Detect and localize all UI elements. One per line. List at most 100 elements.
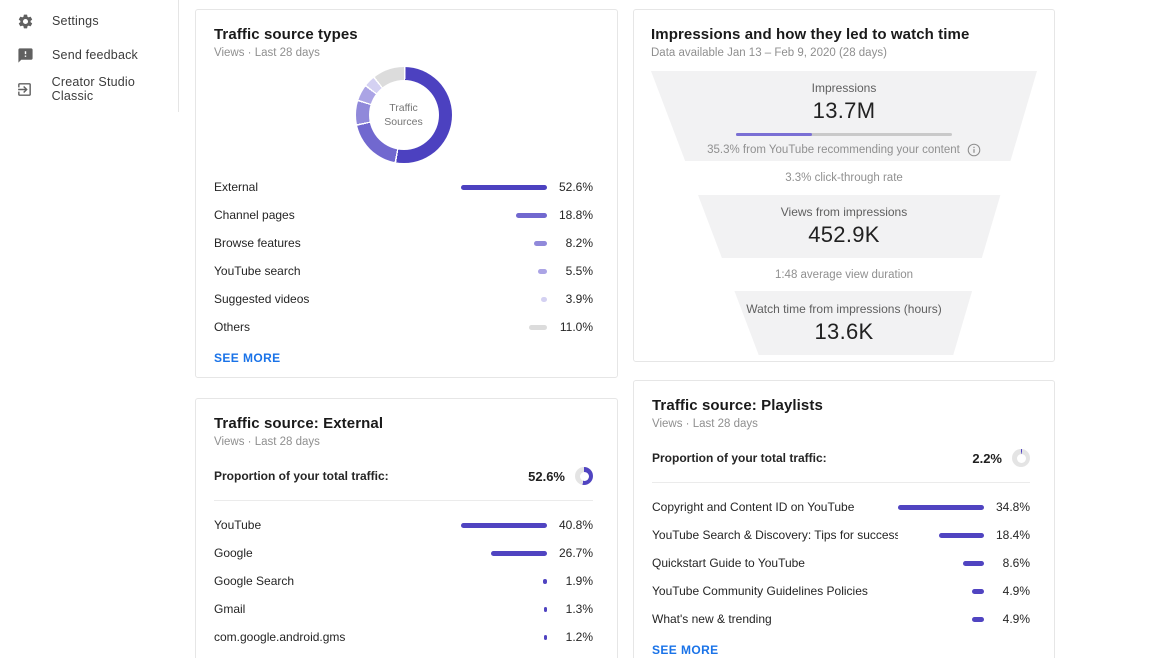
card-traffic-source-types: Traffic source types Views · Last 28 day… bbox=[195, 9, 618, 378]
proportion-label: Proportion of your total traffic: bbox=[652, 451, 827, 465]
card-impressions-funnel: Impressions and how they led to watch ti… bbox=[633, 9, 1055, 362]
recommend-progress-fill bbox=[736, 133, 813, 136]
traffic-row: External 52.6% bbox=[214, 173, 593, 201]
watch-time-value: 13.6K bbox=[814, 319, 874, 344]
sidebar-item-creator-studio-classic[interactable]: Creator Studio Classic bbox=[0, 72, 178, 106]
traffic-row: Gmail 1.3% bbox=[214, 595, 593, 623]
funnel-watch-time-band: Watch time from impressions (hours) 13.6… bbox=[651, 291, 1037, 355]
row-value: 5.5% bbox=[565, 264, 593, 278]
proportion-donut bbox=[1012, 449, 1030, 467]
proportion-row: Proportion of your total traffic: 2.2% bbox=[652, 448, 1030, 468]
donut-center-label: Traffic Sources bbox=[368, 80, 439, 150]
recommend-caption: 35.3% from YouTube recommending your con… bbox=[707, 143, 981, 157]
traffic-sources-donut-chart: Traffic Sources bbox=[355, 67, 452, 163]
sidebar-divider bbox=[178, 0, 179, 112]
traffic-row: Google 26.7% bbox=[214, 539, 593, 567]
impressions-value: 13.7M bbox=[812, 98, 876, 123]
divider bbox=[214, 500, 593, 501]
traffic-source-rows: External 52.6% Channel pages 18.8% Browse fe… bbox=[214, 173, 593, 341]
row-label: Google Search bbox=[214, 574, 295, 588]
row-label: com.google.android.gms bbox=[214, 630, 346, 644]
sidebar-item-label: Settings bbox=[52, 14, 99, 28]
recommend-progress-bar bbox=[736, 133, 952, 136]
traffic-source-rows: YouTube 40.8% Google 26.7% Google Search 1.9%… bbox=[214, 511, 593, 651]
row-value: 34.8% bbox=[995, 500, 1030, 514]
exit-icon bbox=[16, 80, 34, 98]
row-bar bbox=[898, 588, 984, 594]
row-label: What's new & trending bbox=[652, 612, 772, 626]
row-label: Others bbox=[214, 320, 251, 334]
traffic-row: Others 11.0% bbox=[214, 313, 593, 341]
traffic-row: YouTube Search & Discovery: Tips for suc… bbox=[652, 521, 1030, 549]
row-value: 4.9% bbox=[1002, 584, 1030, 598]
card-subtitle: Views · Last 28 days bbox=[652, 418, 758, 430]
row-label: External bbox=[214, 180, 259, 194]
sidebar: Settings Send feedback Creator Studio Cl… bbox=[0, 4, 178, 106]
row-bar bbox=[898, 504, 984, 510]
row-value: 18.4% bbox=[995, 528, 1030, 542]
row-value: 1.2% bbox=[565, 630, 593, 644]
gear-icon bbox=[16, 12, 34, 30]
row-value: 1.9% bbox=[565, 574, 593, 588]
row-bar bbox=[461, 296, 547, 302]
feedback-icon bbox=[16, 46, 34, 64]
row-bar bbox=[461, 212, 547, 218]
card-traffic-source-playlists: Traffic source: Playlists Views · Last 2… bbox=[633, 380, 1055, 658]
ctr-text: 3.3% click-through rate bbox=[785, 172, 903, 184]
traffic-row: com.google.android.gms 1.2% bbox=[214, 623, 593, 651]
card-title: Traffic source types bbox=[214, 26, 358, 43]
row-bar bbox=[461, 550, 547, 556]
views-value: 452.9K bbox=[808, 222, 880, 247]
traffic-row: Channel pages 18.8% bbox=[214, 201, 593, 229]
card-subtitle: Views · Last 28 days bbox=[214, 47, 320, 59]
sidebar-item-settings[interactable]: Settings bbox=[0, 4, 178, 38]
proportion-donut bbox=[575, 467, 593, 485]
row-value: 40.8% bbox=[558, 518, 593, 532]
traffic-row: Copyright and Content ID on YouTube 34.8% bbox=[652, 493, 1030, 521]
row-bar bbox=[461, 606, 547, 612]
card-title: Impressions and how they led to watch ti… bbox=[651, 26, 970, 43]
card-subtitle: Views · Last 28 days bbox=[214, 436, 320, 448]
card-title: Traffic source: External bbox=[214, 415, 384, 432]
sidebar-item-send-feedback[interactable]: Send feedback bbox=[0, 38, 178, 72]
watch-time-label: Watch time from impressions (hours) bbox=[746, 302, 942, 316]
see-more-link[interactable]: SEE MORE bbox=[652, 643, 719, 657]
card-traffic-source-external: Traffic source: External Views · Last 28… bbox=[195, 398, 618, 658]
traffic-row: YouTube 40.8% bbox=[214, 511, 593, 539]
impressions-funnel-chart: Impressions 13.7M 35.3% from YouTube rec… bbox=[651, 71, 1037, 355]
divider bbox=[652, 482, 1030, 483]
row-bar bbox=[898, 560, 984, 566]
impressions-label: Impressions bbox=[811, 81, 877, 95]
row-label: Copyright and Content ID on YouTube bbox=[652, 500, 855, 514]
row-bar bbox=[461, 240, 547, 246]
funnel-duration-band: 1:48 average view duration bbox=[651, 258, 1037, 291]
card-subtitle: Data available Jan 13 – Feb 9, 2020 (28 … bbox=[651, 47, 887, 59]
row-value: 3.9% bbox=[565, 292, 593, 306]
row-label: Channel pages bbox=[214, 208, 295, 222]
row-bar bbox=[898, 532, 984, 538]
card-title: Traffic source: Playlists bbox=[652, 397, 823, 414]
row-bar bbox=[461, 634, 547, 640]
row-value: 18.8% bbox=[558, 208, 593, 222]
row-label: YouTube bbox=[214, 518, 262, 532]
row-value: 52.6% bbox=[558, 180, 593, 194]
row-bar bbox=[461, 268, 547, 274]
traffic-row: Google Search 1.9% bbox=[214, 567, 593, 595]
row-value: 8.2% bbox=[565, 236, 593, 250]
traffic-row: Quickstart Guide to YouTube 8.6% bbox=[652, 549, 1030, 577]
row-bar bbox=[461, 578, 547, 584]
row-bar bbox=[898, 616, 984, 622]
see-more-link[interactable]: SEE MORE bbox=[214, 351, 281, 365]
duration-text: 1:48 average view duration bbox=[774, 268, 914, 281]
traffic-source-rows: Copyright and Content ID on YouTube 34.8%… bbox=[652, 493, 1030, 633]
row-bar bbox=[461, 324, 547, 330]
row-value: 1.3% bbox=[565, 602, 593, 616]
row-label: YouTube Community Guidelines Policies bbox=[652, 584, 868, 598]
traffic-row: Browse features 8.2% bbox=[214, 229, 593, 257]
traffic-row: Suggested videos 3.9% bbox=[214, 285, 593, 313]
row-bar bbox=[461, 522, 547, 528]
proportion-value: 52.6% bbox=[528, 468, 565, 484]
row-value: 26.7% bbox=[558, 546, 593, 560]
info-icon[interactable] bbox=[967, 143, 981, 157]
